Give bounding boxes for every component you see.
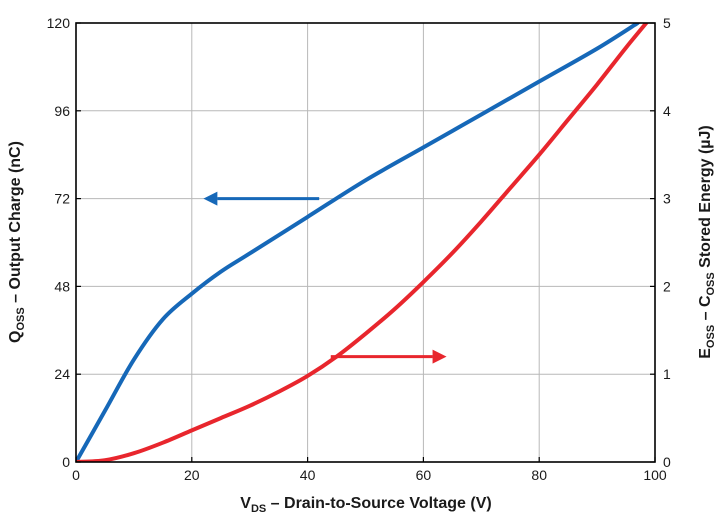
y-left-tick-label: 120 [47,15,71,31]
grid [76,23,655,462]
x-tick-label: 80 [531,467,547,483]
y-left-tick-label: 0 [62,454,70,470]
arrow-right-eoss [330,349,447,364]
eoss-line [76,23,649,462]
series-group [76,23,649,462]
arrow-head [432,349,447,364]
x-tick-label: 40 [300,467,316,483]
y-right-tick-label: 5 [663,15,671,31]
x-tick-label: 100 [643,467,667,483]
x-tick-label: 20 [184,467,200,483]
arrow-left-qoss [203,191,320,206]
y-axis-left-title: QOSS – Output Charge (nC) [7,141,27,343]
x-tick-label: 0 [72,467,80,483]
qoss-line [76,23,640,462]
y-right-tick-label: 2 [663,278,671,294]
y-axis-right-title: EOSS – COSS Stored Energy (µJ) [697,125,717,359]
x-axis-title: VDS – Drain-to-Source Voltage (V) [240,495,491,515]
y-right-tick-label: 3 [663,191,671,207]
y-right-tick-label: 4 [663,103,671,119]
y-left-tick-label: 96 [54,103,70,119]
annotation-group [203,191,447,364]
y-left-tick-label: 72 [54,191,70,207]
y-right-tick-label: 1 [663,366,671,382]
y-left-tick-label: 24 [54,366,70,382]
y-left-tick-label: 48 [54,278,70,294]
plot-frame [75,22,656,463]
x-tick-label: 60 [416,467,432,483]
y-right-tick-label: 0 [663,454,671,470]
arrow-head [203,191,218,206]
